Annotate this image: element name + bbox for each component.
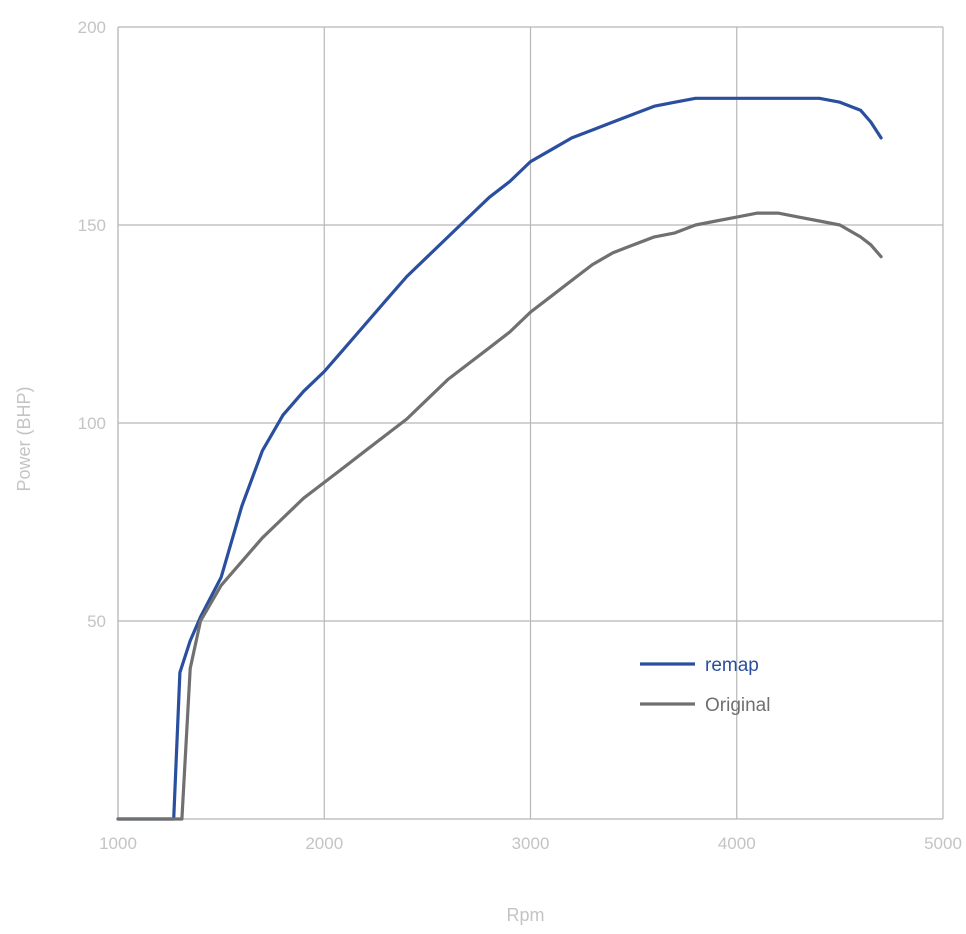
y-tick-label-0: 50 (87, 612, 106, 631)
series-line-original (116, 211, 883, 821)
legend: remap Original (640, 655, 770, 716)
y-tick-label-3: 200 (78, 18, 106, 37)
series-layer (116, 96, 883, 821)
x-tick-label-0: 1000 (99, 834, 137, 853)
x-tick-label-2: 3000 (512, 834, 550, 853)
y-axis-ticks: 50 100 150 200 (78, 18, 106, 631)
x-axis-label: Rpm (506, 905, 544, 925)
x-axis-ticks: 1000 2000 3000 4000 5000 (99, 834, 962, 853)
legend-label-remap: remap (705, 655, 759, 676)
y-tick-label-2: 150 (78, 216, 106, 235)
y-axis-label: Power (BHP) (14, 386, 34, 491)
y-tick-label-1: 100 (78, 414, 106, 433)
x-tick-label-3: 4000 (718, 834, 756, 853)
x-tick-label-1: 2000 (305, 834, 343, 853)
series-line-remap (116, 96, 883, 821)
grid-lines (117, 26, 944, 820)
x-tick-label-4: 5000 (924, 834, 962, 853)
legend-label-original: Original (705, 695, 770, 716)
